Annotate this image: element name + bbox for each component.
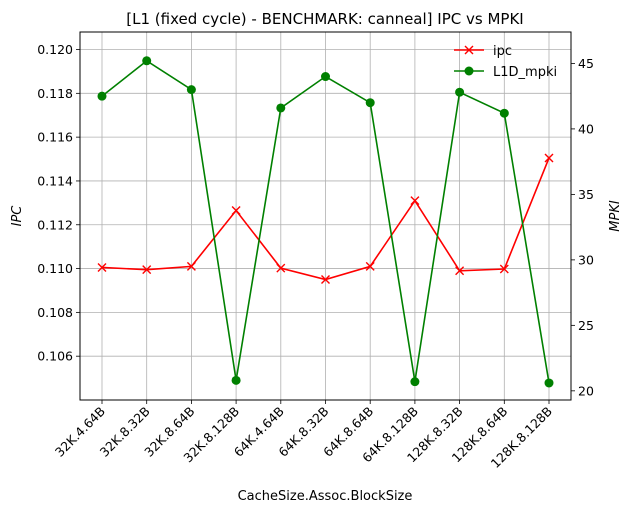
data-point-ipc (499, 264, 509, 274)
data-point-ipc (97, 262, 107, 272)
y-tick-label-right: 45 (578, 56, 594, 71)
legend-label-mpki: L1D_mpki (493, 65, 557, 80)
y-axis-label-right: MPKI (608, 200, 623, 232)
data-point-ipc (365, 261, 375, 271)
data-point-ipc (321, 275, 330, 285)
y-tick-label-right: 40 (578, 121, 594, 136)
data-point-L1D_mpki (97, 91, 107, 101)
y-tick-label-right: 30 (578, 252, 594, 267)
data-point-L1D_mpki (499, 108, 509, 118)
y-tick-label-right: 35 (578, 187, 594, 202)
data-point-L1D_mpki (410, 377, 420, 387)
y-tick-label-left: 0.120 (37, 42, 73, 57)
data-point-ipc (276, 263, 286, 273)
legend-marker-ipc (464, 45, 474, 55)
data-point-L1D_mpki (186, 85, 196, 95)
y-tick-label-left: 0.106 (37, 349, 73, 364)
data-point-ipc (186, 261, 196, 271)
data-point-ipc (231, 206, 241, 216)
data-point-ipc (455, 266, 465, 276)
data-point-L1D_mpki (276, 103, 286, 113)
data-point-ipc (410, 196, 420, 206)
data-point-L1D_mpki (365, 98, 375, 108)
y-axis-label-left: IPC (10, 205, 25, 227)
chart-title: [L1 (fixed cycle) - BENCHMARK: canneal] … (126, 10, 523, 28)
x-axis-label: CacheSize.Assoc.BlockSize (238, 489, 413, 504)
y-tick-label-right: 20 (578, 383, 594, 398)
data-point-ipc (142, 265, 152, 275)
data-point-L1D_mpki (544, 378, 554, 388)
y-tick-label-left: 0.112 (37, 217, 73, 232)
data-point-L1D_mpki (231, 375, 241, 385)
data-point-ipc (544, 153, 554, 163)
data-point-L1D_mpki (142, 56, 152, 66)
y-tick-label-left: 0.116 (37, 130, 73, 145)
y-tick-label-right: 25 (578, 318, 594, 333)
legend-label-ipc: ipc (493, 44, 512, 59)
y-tick-label-left: 0.114 (37, 173, 73, 188)
data-point-L1D_mpki (455, 87, 465, 97)
legend: ipc L1D_mpki (454, 44, 557, 80)
series-layer (97, 56, 554, 388)
data-point-L1D_mpki (321, 72, 330, 82)
y-tick-label-left: 0.110 (37, 261, 73, 276)
y-tick-label-left: 0.108 (37, 305, 73, 320)
legend-marker-mpki (464, 66, 474, 76)
y-tick-label-left: 0.118 (37, 86, 73, 101)
